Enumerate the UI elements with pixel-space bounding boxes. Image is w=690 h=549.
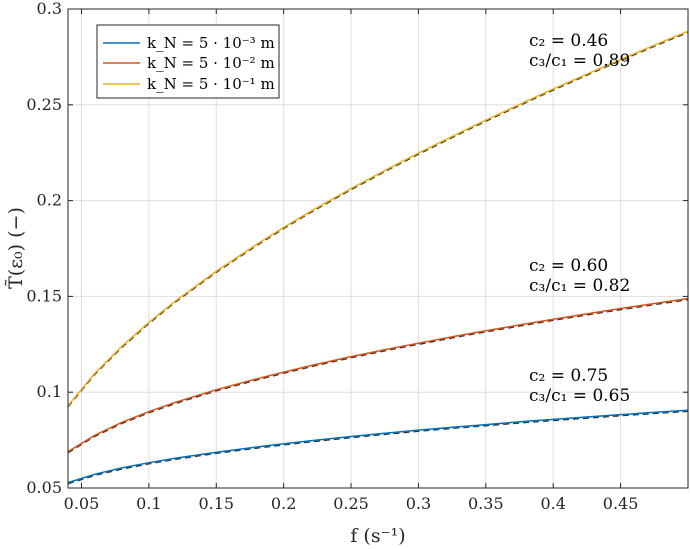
legend: k_N = 5 · 10⁻³ m k_N = 5 · 10⁻² m k_N = …: [96, 24, 280, 99]
x-tick-label: 0.25: [333, 494, 369, 513]
legend-label-series-1: k_N = 5 · 10⁻³ m: [147, 34, 275, 52]
y-tick-label: 0.25: [26, 95, 62, 114]
annotation-c3c1-series-1: c₃/c₁ = 0.65: [529, 386, 630, 406]
annotation-c3c1-series-3: c₃/c₁ = 0.89: [529, 51, 630, 71]
x-tick-label: 0.35: [468, 494, 504, 513]
series-2-line: [67, 297, 689, 453]
legend-label-series-3: k_N = 5 · 10⁻¹ m: [147, 75, 275, 93]
legend-label-series-2: k_N = 5 · 10⁻² m: [147, 54, 275, 72]
series-2-dashed-line: [67, 299, 689, 454]
x-axis-label: f (s⁻¹): [350, 525, 405, 547]
x-tick-label: 0.4: [540, 494, 565, 513]
axis-ticks: 0.05 0.1 0.15 0.2 0.25 0.3 0.35 0.4 0.45 0.05 0.1 0…: [26, 0, 688, 513]
y-tick-label: 0.15: [26, 286, 62, 305]
y-axis-label: T̃(ε₀) (−): [5, 207, 27, 289]
y-tick-label: 0.1: [37, 382, 62, 401]
series-3-line: [67, 30, 689, 407]
x-tick-label: 0.45: [603, 494, 639, 513]
x-tick-label: 0.2: [271, 494, 296, 513]
x-tick-label: 0.1: [136, 494, 161, 513]
y-tick-label: 0.2: [37, 191, 62, 210]
y-tick-label: 0.05: [26, 478, 62, 497]
plot-frame: [67, 8, 689, 489]
series-1-dashed-line: [67, 410, 689, 485]
annotation-c2-series-3: c₂ = 0.46: [529, 31, 608, 51]
series-3-dashed-line: [67, 31, 689, 408]
annotation-c2-series-2: c₂ = 0.60: [529, 256, 608, 276]
legend-box: [96, 24, 280, 99]
y-tick-label: 0.3: [37, 0, 62, 18]
series-lines: [67, 30, 689, 485]
annotation-c3c1-series-2: c₃/c₁ = 0.82: [529, 276, 630, 296]
annotation-c2-series-1: c₂ = 0.75: [529, 366, 608, 386]
annotations: c₂ = 0.46 c₃/c₁ = 0.89 c₂ = 0.60 c₃/c₁ =…: [529, 31, 630, 406]
series-1-line: [67, 409, 689, 484]
x-tick-label: 0.05: [64, 494, 100, 513]
x-tick-label: 0.15: [198, 494, 234, 513]
x-tick-label: 0.3: [406, 494, 431, 513]
